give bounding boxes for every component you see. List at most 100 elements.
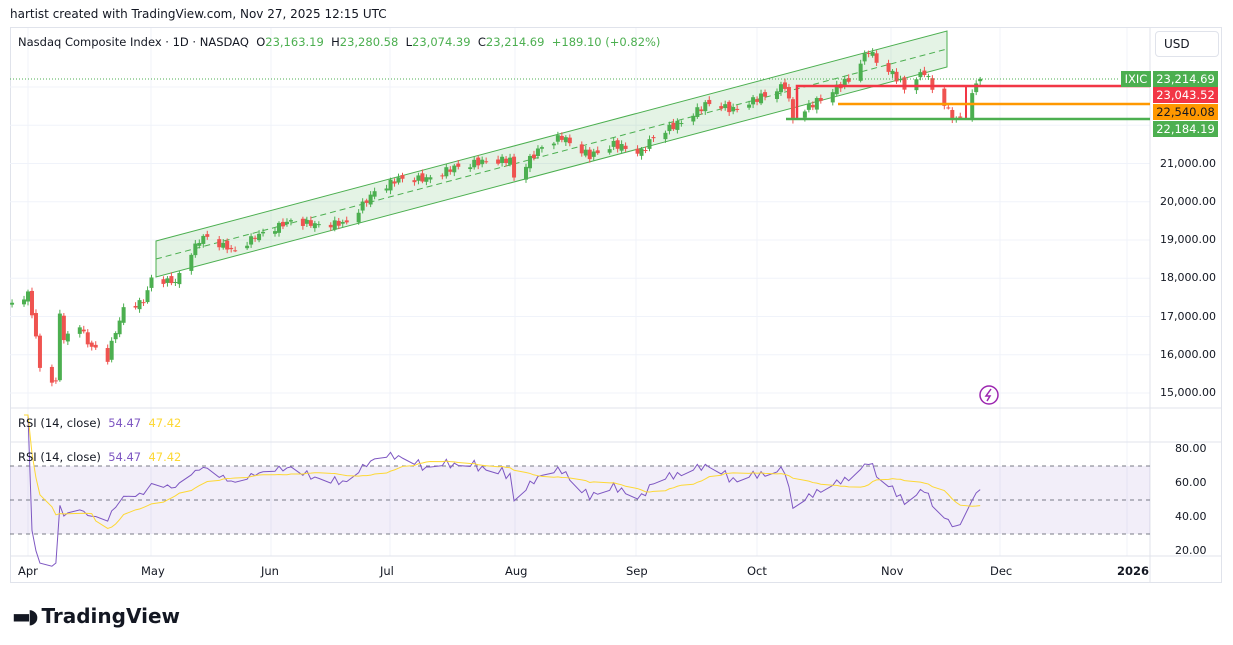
- currency-button[interactable]: USD: [1155, 31, 1219, 57]
- candle-body: [858, 63, 863, 81]
- candle-body: [316, 224, 321, 226]
- candle-body: [595, 150, 600, 154]
- candle-body: [368, 194, 373, 205]
- candle-body: [950, 109, 955, 120]
- candle-body: [611, 140, 616, 147]
- x-tick-label: Dec: [990, 564, 1013, 578]
- candle-body: [922, 70, 927, 76]
- high-value: 23,280.58: [339, 35, 399, 49]
- candle-body: [452, 165, 457, 173]
- candle-body: [53, 380, 58, 382]
- candle-body: [735, 108, 740, 110]
- candle-body: [755, 99, 760, 102]
- candle-body: [723, 104, 728, 109]
- candle-body: [85, 332, 90, 345]
- credit-text: hartist created with TradingView.com, No…: [10, 7, 387, 21]
- candle-body: [372, 191, 377, 197]
- candle-body: [312, 223, 317, 229]
- candle-body: [288, 220, 293, 222]
- candle-body: [607, 149, 612, 153]
- ticker-tag: IXIC: [1121, 71, 1151, 87]
- channel-midline: [155, 48, 948, 260]
- candle-body: [420, 173, 425, 182]
- y-tick-label: 20,000.00: [1160, 194, 1216, 208]
- x-tick-label: May: [141, 564, 165, 578]
- candle-body: [946, 107, 951, 109]
- candle-body: [360, 201, 365, 211]
- rsi-value: 54.47: [108, 450, 142, 464]
- y-tick-label: 16,000.00: [1160, 347, 1216, 361]
- candle-body: [300, 218, 305, 226]
- candle-body: [874, 53, 879, 63]
- rsi-tick-label: 40.00: [1175, 510, 1207, 523]
- candle-body: [675, 120, 680, 130]
- candle-body: [898, 79, 903, 81]
- trend-channel: [155, 30, 948, 278]
- candle-body: [109, 340, 114, 360]
- x-tick-label: Aug: [505, 564, 528, 578]
- candle-body: [29, 290, 34, 316]
- candle-body: [233, 250, 238, 252]
- candle-body: [583, 149, 588, 156]
- low-value: 23,074.39: [412, 35, 471, 49]
- candle-body: [703, 102, 708, 112]
- rsi-legend[interactable]: RSI (14, close) 54.47 47.42: [18, 450, 181, 464]
- candle-body: [113, 333, 118, 340]
- candle-body: [49, 366, 54, 383]
- candle-body: [535, 148, 540, 157]
- x-tick-label: Nov: [881, 564, 904, 578]
- candle-body: [978, 78, 983, 82]
- rsi-ma-line: [24, 414, 981, 530]
- candle-body: [57, 313, 62, 381]
- x-tick-label: Jul: [380, 564, 394, 578]
- candle-body: [810, 104, 815, 108]
- candle-body: [161, 279, 166, 284]
- candle-body: [400, 175, 405, 179]
- candle-body: [105, 348, 110, 362]
- lightning-icon: [979, 385, 999, 405]
- candle-body: [440, 175, 445, 177]
- candle-body: [37, 335, 42, 368]
- rsi-legend-collapsed[interactable]: RSI (14, close) 54.47 47.42: [18, 416, 181, 430]
- candle-body: [10, 302, 15, 305]
- candle-body: [914, 79, 919, 91]
- x-tick-label: Jun: [261, 564, 279, 578]
- candle-body: [189, 254, 194, 271]
- candle-body: [902, 77, 907, 90]
- candle-body: [273, 231, 278, 234]
- candle-body: [77, 327, 82, 334]
- candle-body: [448, 169, 453, 172]
- candle-body: [619, 144, 624, 151]
- candle-body: [974, 83, 979, 93]
- candle-body: [842, 78, 847, 86]
- rsi-ma-value: 47.42: [148, 416, 182, 430]
- candle-body: [751, 97, 756, 105]
- candle-body: [384, 188, 389, 191]
- candle-body: [870, 51, 875, 56]
- candle-body: [727, 101, 732, 113]
- candle-body: [197, 242, 202, 246]
- candle-body: [587, 149, 592, 160]
- candle-body: [484, 161, 489, 163]
- candle-body: [830, 92, 835, 103]
- candle-body: [818, 97, 823, 101]
- candle-body: [970, 93, 975, 120]
- open-value: 23,163.19: [265, 35, 324, 49]
- candle-body: [699, 109, 704, 112]
- candle-body: [527, 155, 532, 169]
- tradingview-logo[interactable]: ▬◗ TradingView: [12, 604, 180, 628]
- resistance-level-red: [795, 84, 1150, 118]
- candle-body: [563, 137, 568, 143]
- candle-body: [356, 212, 361, 223]
- symbol-title: Nasdaq Composite Index · 1D · NASDAQ: [18, 35, 249, 49]
- candle-body: [217, 239, 222, 248]
- candle-body: [667, 124, 672, 132]
- candle-body: [249, 236, 254, 245]
- candle-body: [834, 84, 839, 95]
- candle-body: [591, 151, 596, 157]
- candle-body: [169, 276, 174, 284]
- candle-body: [65, 333, 70, 342]
- candle-body: [671, 122, 676, 130]
- candle-body: [388, 179, 393, 191]
